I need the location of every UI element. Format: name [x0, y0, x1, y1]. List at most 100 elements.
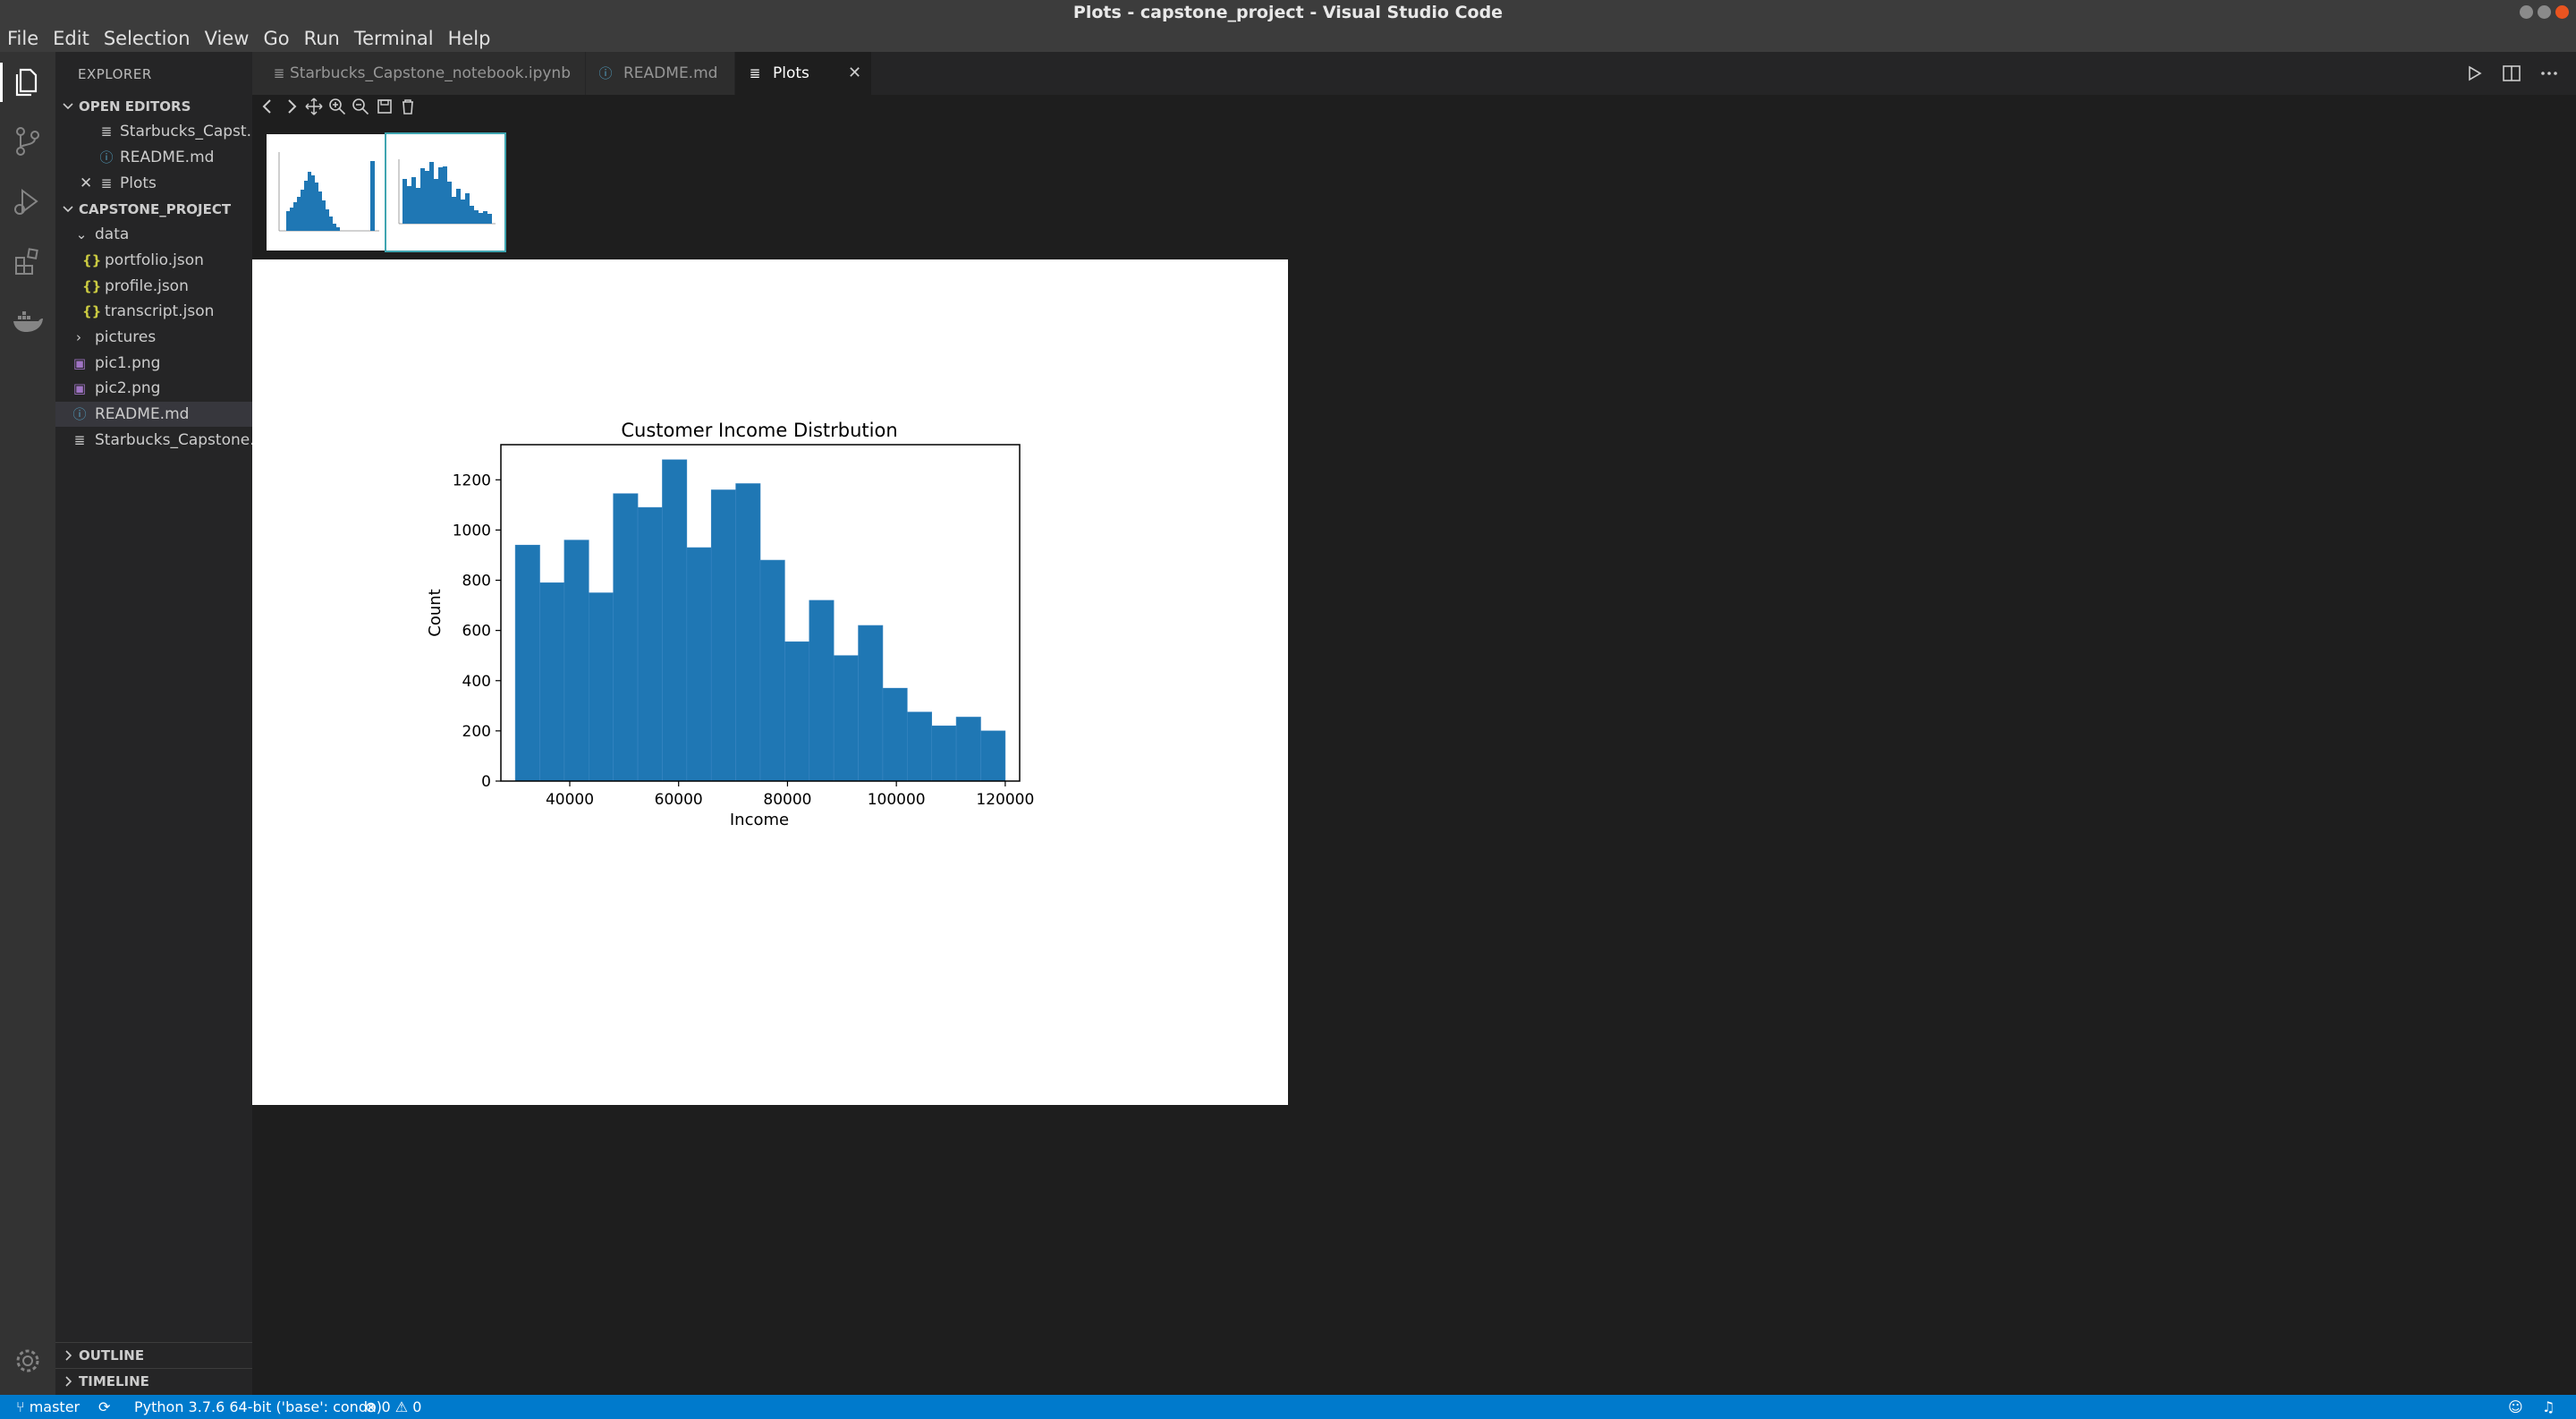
- menu-edit[interactable]: Edit: [53, 28, 89, 49]
- open-editor-label: Plots: [120, 174, 157, 192]
- histogram-bar: [882, 687, 908, 782]
- chevron-down-icon: [63, 206, 73, 213]
- tab-readme[interactable]: ⓘ README.md: [586, 52, 734, 95]
- histogram-bar: [955, 717, 981, 782]
- extensions-icon[interactable]: [9, 242, 47, 280]
- file-starbucks-notebook[interactable]: ≣ Starbucks_Capstone...: [55, 428, 252, 453]
- x-tick-label: 40000: [546, 791, 594, 809]
- branch-indicator[interactable]: ⑂ master: [16, 1395, 80, 1419]
- image-icon: ▣: [72, 380, 87, 396]
- tab-label: README.md: [623, 64, 718, 82]
- open-editor-label: Starbucks_Capst...: [120, 123, 252, 140]
- feedback-icon[interactable]: ☺: [2508, 1398, 2523, 1415]
- json-icon: {}: [82, 303, 102, 319]
- x-tick-label: 80000: [763, 791, 811, 809]
- tree-label: README.md: [95, 405, 190, 423]
- menu-selection[interactable]: Selection: [103, 28, 191, 49]
- more-actions-icon[interactable]: [2538, 63, 2560, 84]
- zoom-in-icon[interactable]: [327, 97, 347, 116]
- source-control-icon[interactable]: [9, 123, 47, 160]
- plot-viewer: Customer Income Distrbution 0 200 400 600 80…: [252, 259, 1288, 1105]
- open-editors-header[interactable]: OPEN EDITORS: [55, 95, 252, 118]
- menu-view[interactable]: View: [204, 28, 250, 49]
- run-icon[interactable]: [2463, 63, 2485, 84]
- sync-icon[interactable]: ⟳: [98, 1398, 111, 1415]
- file-transcript-json[interactable]: {} transcript.json: [55, 299, 252, 324]
- histogram-bar: [833, 655, 859, 782]
- outline-label: OUTLINE: [79, 1347, 145, 1364]
- error-count: 0: [381, 1398, 391, 1415]
- file-profile-json[interactable]: {} profile.json: [55, 274, 252, 299]
- file-readme-md[interactable]: ⓘ README.md: [55, 402, 252, 427]
- menu-terminal[interactable]: Terminal: [353, 28, 434, 49]
- thumbnail-chart: [398, 159, 496, 225]
- pan-icon[interactable]: [304, 97, 324, 116]
- tree-label: data: [95, 225, 130, 243]
- menu-file[interactable]: File: [7, 28, 39, 49]
- menu-go[interactable]: Go: [263, 28, 290, 49]
- save-plot-icon[interactable]: [375, 97, 394, 116]
- thumbnail-chart: [278, 152, 379, 232]
- minimize-button[interactable]: [2520, 5, 2533, 19]
- explorer-title: EXPLORER: [78, 66, 152, 82]
- y-tick-label: 600: [462, 623, 491, 641]
- python-interpreter[interactable]: Python 3.7.6 64-bit ('base': conda): [134, 1398, 383, 1415]
- maximize-button[interactable]: [2538, 5, 2551, 19]
- settings-gear-icon[interactable]: [9, 1342, 47, 1380]
- y-tick-label: 0: [481, 773, 491, 791]
- histogram-bar: [514, 544, 540, 782]
- problems-indicator[interactable]: ⊗ 0 ⚠ 0: [365, 1395, 421, 1419]
- close-window-button[interactable]: [2555, 5, 2569, 19]
- file-pic1-png[interactable]: ▣ pic1.png: [55, 351, 252, 376]
- chevron-right-icon: [65, 1350, 72, 1361]
- outline-header[interactable]: OUTLINE: [55, 1344, 252, 1367]
- x-tick-label: 120000: [976, 791, 1034, 809]
- histogram-bar: [907, 711, 933, 782]
- git-branch-icon: ⑂: [16, 1398, 25, 1415]
- info-icon: ⓘ: [72, 406, 87, 422]
- close-icon[interactable]: ✕: [80, 174, 93, 192]
- active-indicator: [0, 63, 3, 102]
- docker-icon[interactable]: [9, 302, 47, 340]
- run-debug-icon[interactable]: [9, 183, 47, 220]
- file-portfolio-json[interactable]: {} portfolio.json: [55, 248, 252, 273]
- menu-run[interactable]: Run: [303, 28, 340, 49]
- tab-plots[interactable]: ≣ Plots ✕: [735, 52, 871, 95]
- plots-icon: ≣: [749, 65, 761, 81]
- folder-data[interactable]: ⌄ data: [55, 222, 252, 247]
- plot-thumbnail[interactable]: [265, 132, 388, 252]
- warning-count: 0: [412, 1398, 422, 1415]
- branch-name: master: [29, 1398, 80, 1415]
- project-header[interactable]: CAPSTONE_PROJECT: [55, 198, 252, 221]
- y-tick-label: 400: [462, 673, 491, 691]
- next-plot-icon[interactable]: [282, 97, 301, 116]
- zoom-out-icon[interactable]: [351, 97, 370, 116]
- split-editor-icon[interactable]: [2501, 63, 2522, 84]
- previous-plot-icon[interactable]: [258, 97, 277, 116]
- warning-icon: ⚠: [394, 1398, 409, 1415]
- menu-bar: File Edit Selection View Go Run Terminal…: [0, 26, 2576, 52]
- explorer-sidebar: EXPLORER OPEN EDITORS ≣ Starbucks_Capst.…: [55, 52, 252, 1395]
- timeline-label: TIMELINE: [79, 1373, 149, 1389]
- delete-plot-icon[interactable]: [398, 97, 418, 116]
- file-pic2-png[interactable]: ▣ pic2.png: [55, 376, 252, 401]
- open-editor-readme[interactable]: ⓘ README.md: [55, 145, 252, 170]
- histogram-bar: [931, 725, 957, 782]
- tree-label: pictures: [95, 328, 157, 346]
- status-bar: ⑂ master ⟳ Python 3.7.6 64-bit ('base': …: [0, 1395, 2576, 1419]
- close-tab-icon[interactable]: ✕: [848, 64, 862, 82]
- timeline-header[interactable]: TIMELINE: [55, 1370, 252, 1393]
- open-editor-plots[interactable]: ✕ ≣ Plots: [55, 171, 252, 196]
- plot-thumbnail-selected[interactable]: [385, 132, 506, 252]
- explorer-icon[interactable]: [9, 63, 47, 100]
- notifications-bell-icon[interactable]: ♫: [2542, 1398, 2555, 1415]
- chevron-down-icon: ⌄: [75, 226, 88, 242]
- open-editor-notebook[interactable]: ≣ Starbucks_Capst...: [55, 119, 252, 144]
- tab-label: Plots: [773, 64, 809, 82]
- menu-help[interactable]: Help: [447, 28, 491, 49]
- notebook-icon: ≣: [100, 123, 113, 140]
- histogram-bar: [980, 730, 1006, 782]
- folder-pictures[interactable]: › pictures: [55, 325, 252, 350]
- tab-notebook[interactable]: ≣ Starbucks_Capstone_notebook.ipynb: [252, 52, 585, 95]
- plots-icon: ≣: [100, 175, 113, 191]
